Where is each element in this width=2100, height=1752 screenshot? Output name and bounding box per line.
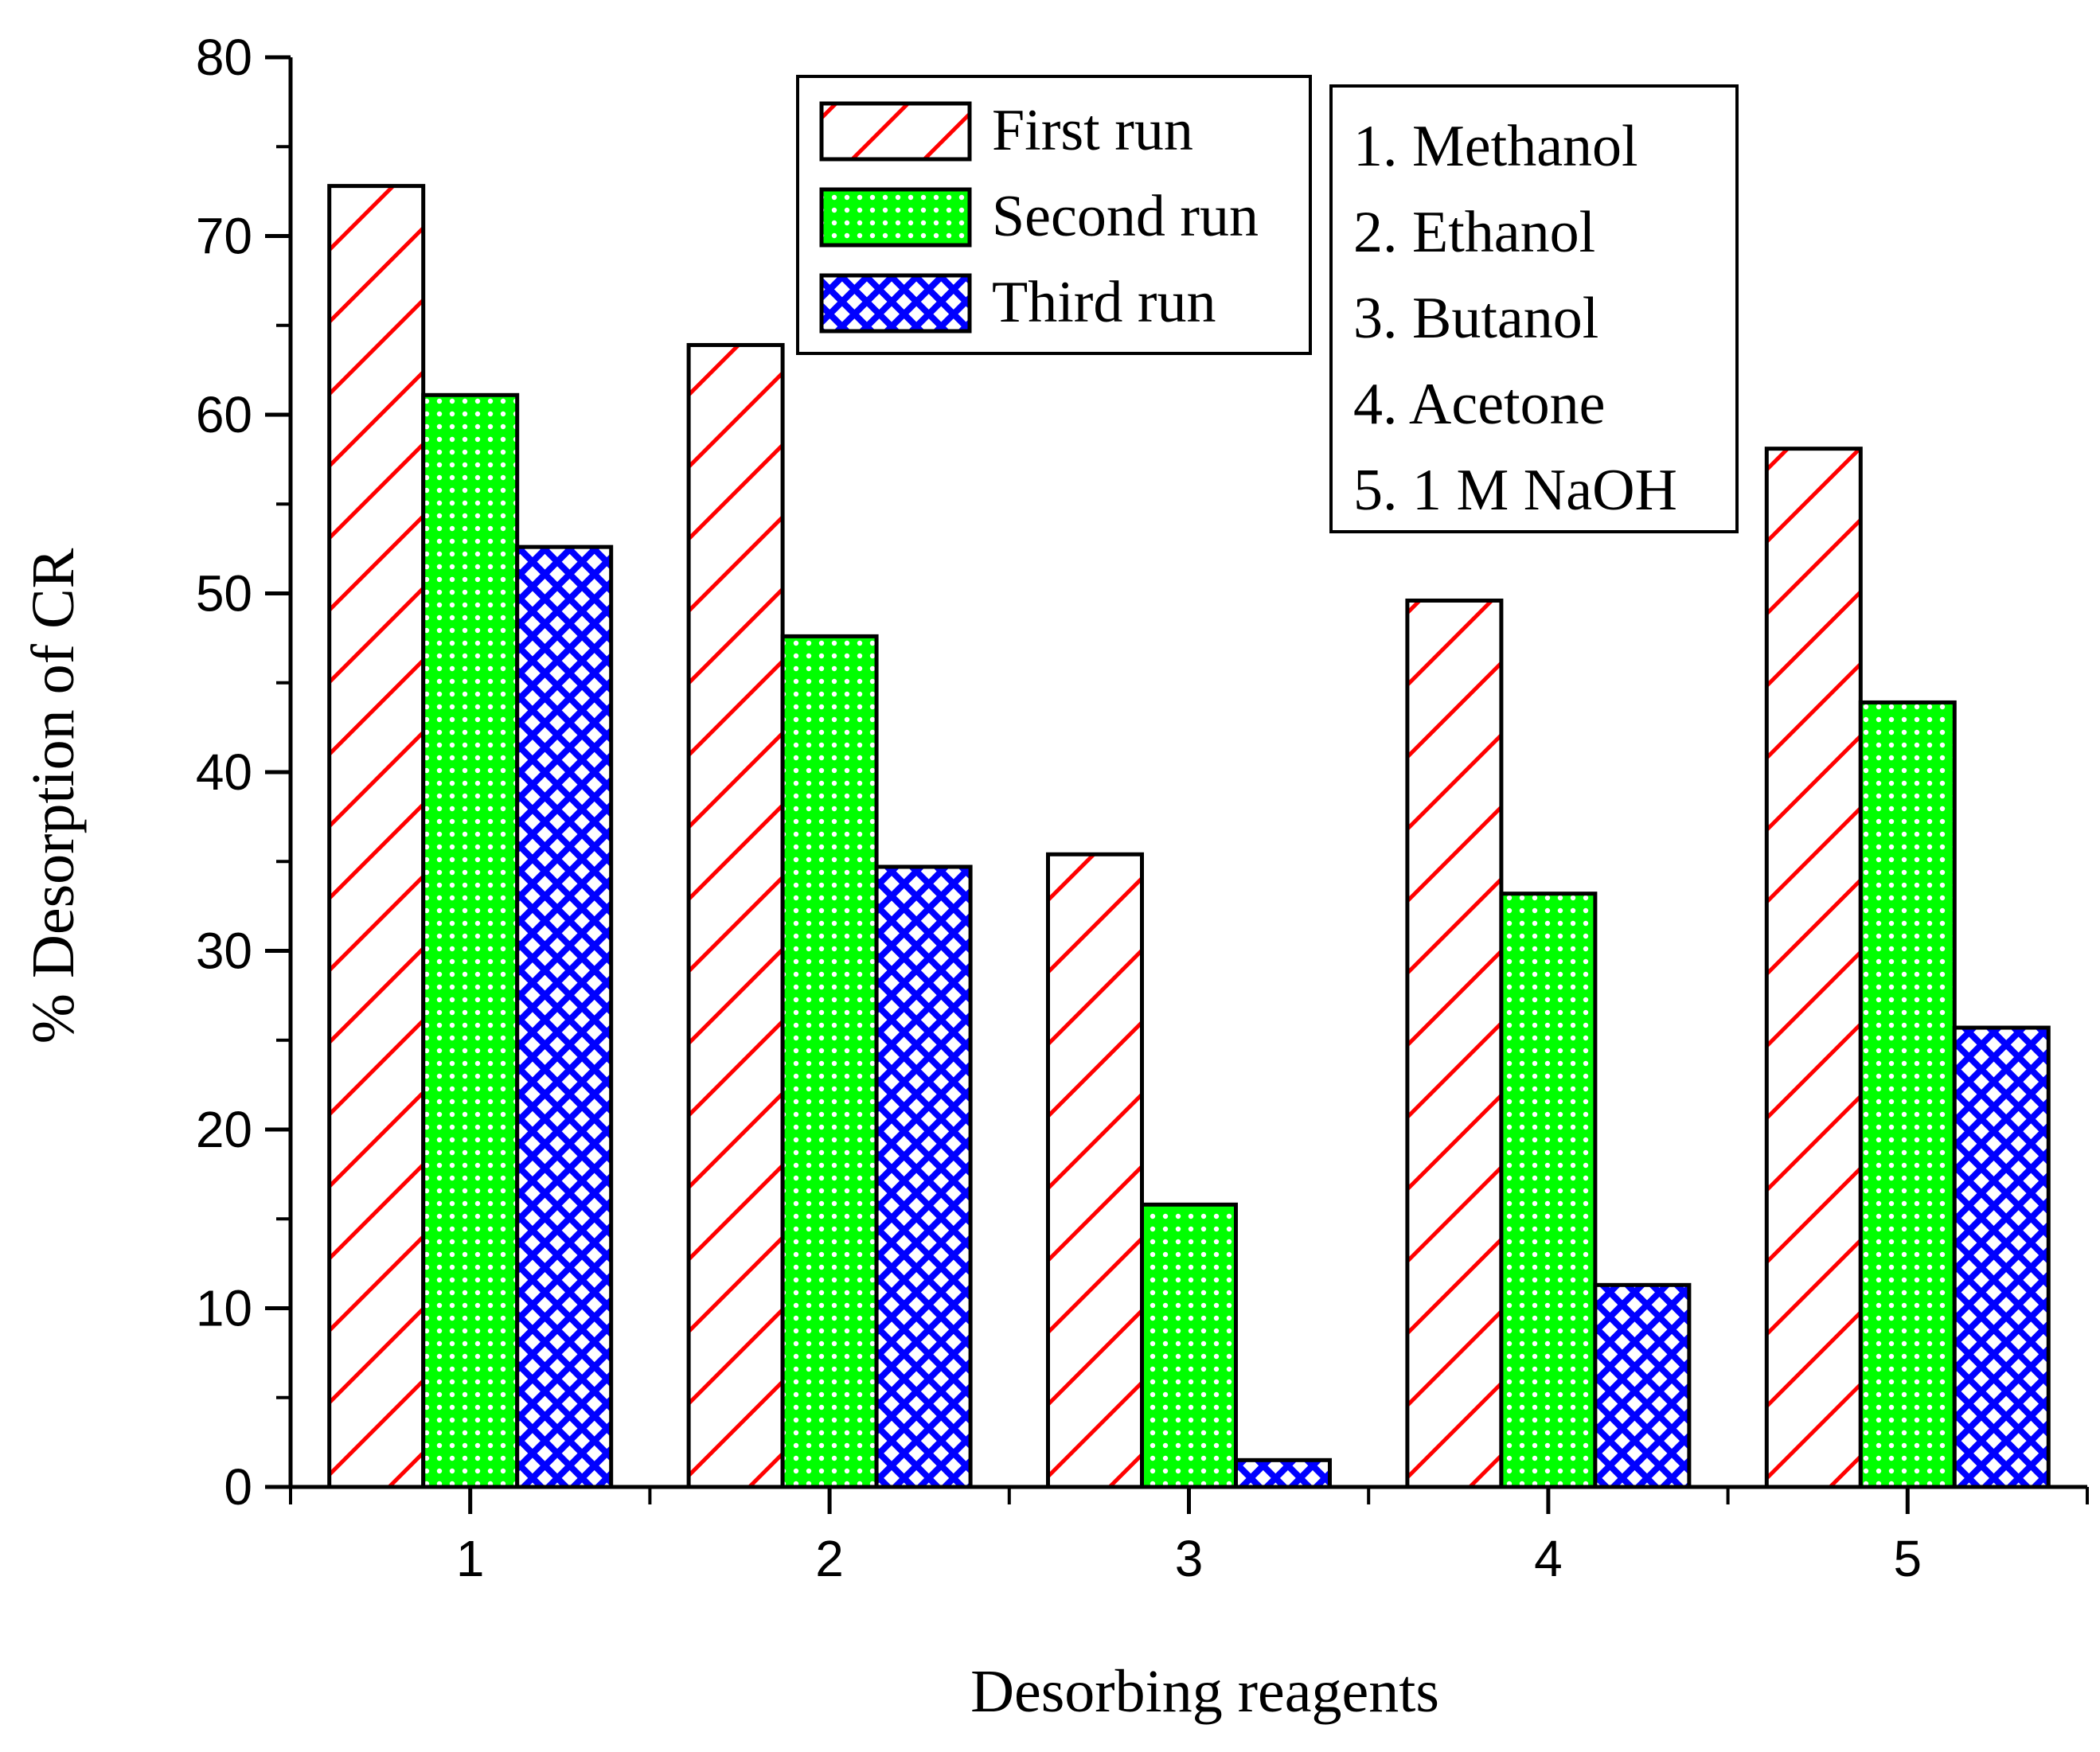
bar-first-run-3 xyxy=(1046,852,1144,1489)
y-ticks: 0 10 20 30 40 50 60 70 80 xyxy=(196,29,291,1516)
bars-layer xyxy=(327,184,2051,1489)
bar-third-run-1 xyxy=(515,544,614,1489)
bar-first-run-4 xyxy=(1405,598,1504,1489)
legend-swatch-first-run xyxy=(819,101,972,162)
y-tick-label: 60 xyxy=(196,386,252,443)
y-tick-label: 80 xyxy=(196,29,252,86)
legend-swatch-third-run xyxy=(819,273,972,334)
y-tick-label: 40 xyxy=(196,743,252,801)
bar-second-run-1 xyxy=(421,392,520,1489)
bar-second-run-3 xyxy=(1140,1202,1238,1489)
legend-label: Third run xyxy=(992,270,1216,335)
bar-second-run-2 xyxy=(780,634,879,1489)
x-tick-label: 3 xyxy=(1175,1530,1204,1587)
y-axis-title: % Desorption of CR xyxy=(20,548,87,1044)
bar-first-run-5 xyxy=(1764,447,1863,1489)
y-tick-label: 70 xyxy=(196,208,252,265)
y-tick-label: 30 xyxy=(196,923,252,980)
y-tick-label: 50 xyxy=(196,565,252,622)
y-tick-label: 0 xyxy=(224,1458,252,1516)
bar-third-run-5 xyxy=(1952,1025,2051,1489)
x-tick-label: 4 xyxy=(1534,1530,1563,1587)
legend-label: Second run xyxy=(992,184,1259,249)
y-tick-label: 20 xyxy=(196,1101,252,1158)
y-tick-label: 10 xyxy=(196,1280,252,1337)
x-ticks: 1 2 3 4 5 xyxy=(289,1487,2089,1587)
x-tick-label: 1 xyxy=(456,1530,485,1587)
reagent-key: 1. Methanol 2. Ethanol 3. Butanol 4. Aceton… xyxy=(1329,84,1739,533)
reagent-key-entry: 2. Ethanol xyxy=(1353,200,1595,265)
reagent-key-entry: 1. Methanol xyxy=(1353,114,1638,179)
x-tick-label: 5 xyxy=(1894,1530,1922,1587)
legend: First run Second run Third run xyxy=(796,75,1312,355)
legend-label: First run xyxy=(992,98,1193,163)
bar-first-run-2 xyxy=(686,342,785,1489)
bar-first-run-1 xyxy=(327,184,426,1489)
bar-second-run-4 xyxy=(1499,892,1598,1489)
reagent-key-entry: 4. Acetone xyxy=(1353,372,1605,437)
x-tick-label: 2 xyxy=(815,1530,844,1587)
reagent-key-entry: 3. Butanol xyxy=(1353,286,1598,351)
reagent-key-frame xyxy=(1329,84,1739,533)
bar-third-run-2 xyxy=(874,864,973,1489)
bar-second-run-5 xyxy=(1858,700,1957,1489)
bar-third-run-4 xyxy=(1593,1282,1692,1489)
reagent-key-entry: 5. 1 M NaOH xyxy=(1353,458,1677,523)
axes: 0 10 20 30 40 50 60 70 80 1 2 3 4 5 xyxy=(196,29,2089,1587)
bar-third-run-3 xyxy=(1234,1457,1332,1489)
legend-swatch-second-run xyxy=(819,187,972,248)
x-axis-title: Desorbing reagents xyxy=(970,1658,1439,1725)
